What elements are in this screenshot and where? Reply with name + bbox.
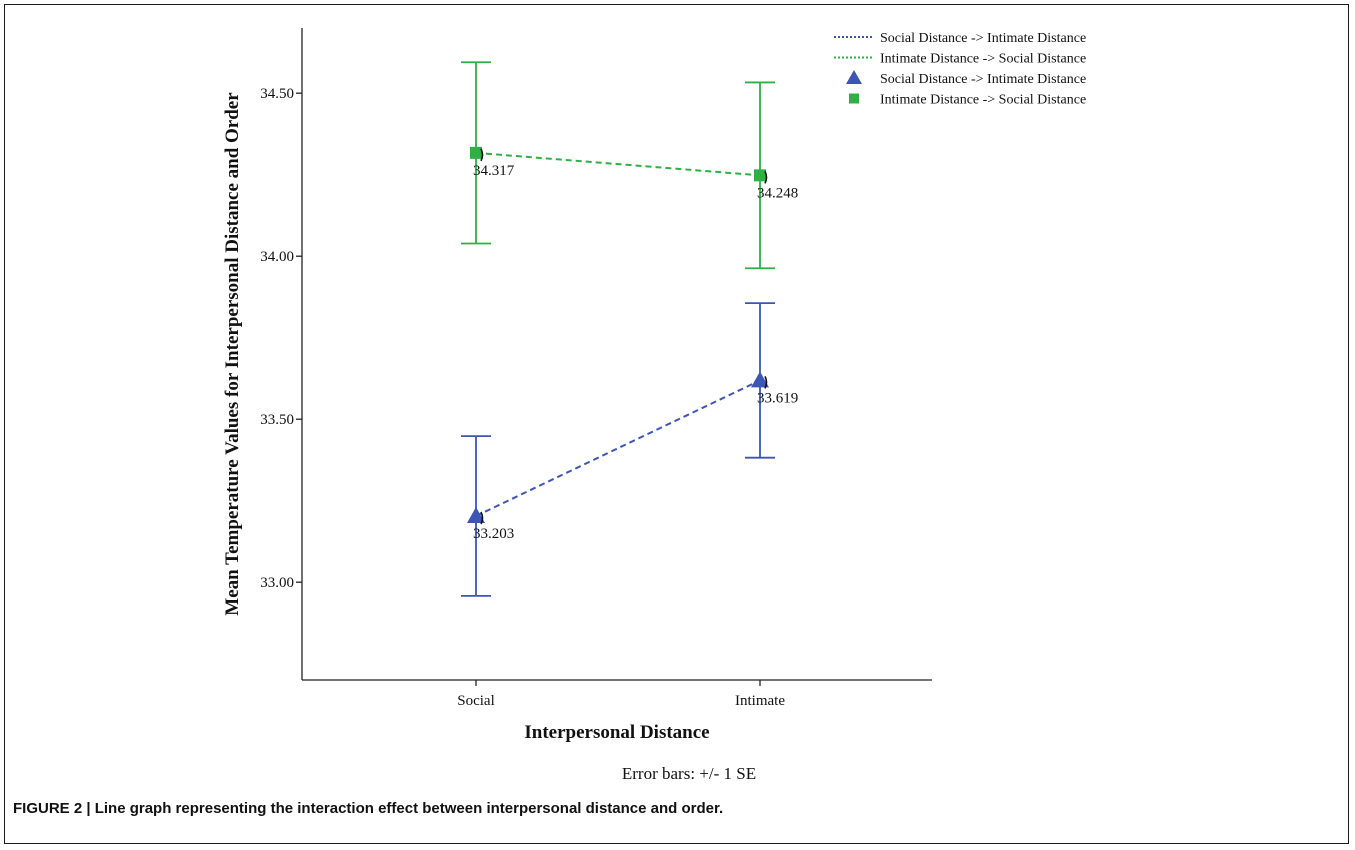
legend-square-swatch <box>849 93 859 104</box>
series-line <box>475 151 761 177</box>
x-axis-title: Interpersonal Distance <box>524 722 709 743</box>
data-point-square <box>754 169 766 182</box>
series-line <box>475 379 761 517</box>
y-tick-label: 33.50 <box>260 412 294 428</box>
y-tick-label: 34.50 <box>260 86 294 102</box>
series-lines <box>475 151 761 517</box>
figure-frame <box>4 4 1349 844</box>
y-axis-title: Mean Temperature Values for Interpersona… <box>222 92 243 616</box>
y-tick-label: 33.00 <box>260 575 294 591</box>
legend: Social Distance -> Intimate Distance Inti… <box>834 31 1086 108</box>
x-tick-label: Social <box>457 693 495 709</box>
y-ticks: 33.00 33.50 34.00 34.50 <box>260 86 302 591</box>
error-bars-note: Error bars: +/- 1 SE <box>622 764 756 783</box>
legend-label: Intimate Distance -> Social Distance <box>880 93 1086 108</box>
axes <box>301 28 932 681</box>
data-label: 33.203 <box>473 526 514 542</box>
data-point-triangle <box>751 371 769 388</box>
series-markers <box>467 146 769 524</box>
legend-label: Social Distance -> Intimate Distance <box>880 72 1086 87</box>
x-ticks: Social Intimate <box>457 680 785 709</box>
data-label-leader <box>480 148 484 162</box>
legend-label: Intimate Distance -> Social Distance <box>880 52 1086 67</box>
data-label-leader <box>764 376 768 389</box>
x-tick-label: Intimate <box>735 693 785 709</box>
data-label-leader <box>480 511 484 525</box>
figure-caption: FIGURE 2 | Line graph representing the i… <box>13 800 724 817</box>
data-labels: 33.203 33.619 34.317 34.248 <box>473 148 798 542</box>
data-point-square <box>470 146 482 159</box>
legend-triangle-swatch <box>846 70 862 84</box>
data-label: 34.248 <box>757 185 798 201</box>
interaction-line-chart: 33.00 33.50 34.00 34.50 Social Intimate 33.2… <box>222 28 1086 783</box>
error-bars <box>461 61 775 597</box>
data-label: 33.619 <box>757 390 798 406</box>
y-tick-label: 34.00 <box>260 249 294 265</box>
data-label: 34.317 <box>473 163 515 179</box>
data-point-triangle <box>467 507 485 524</box>
data-label-leader <box>764 170 768 184</box>
legend-label: Social Distance -> Intimate Distance <box>880 31 1086 46</box>
